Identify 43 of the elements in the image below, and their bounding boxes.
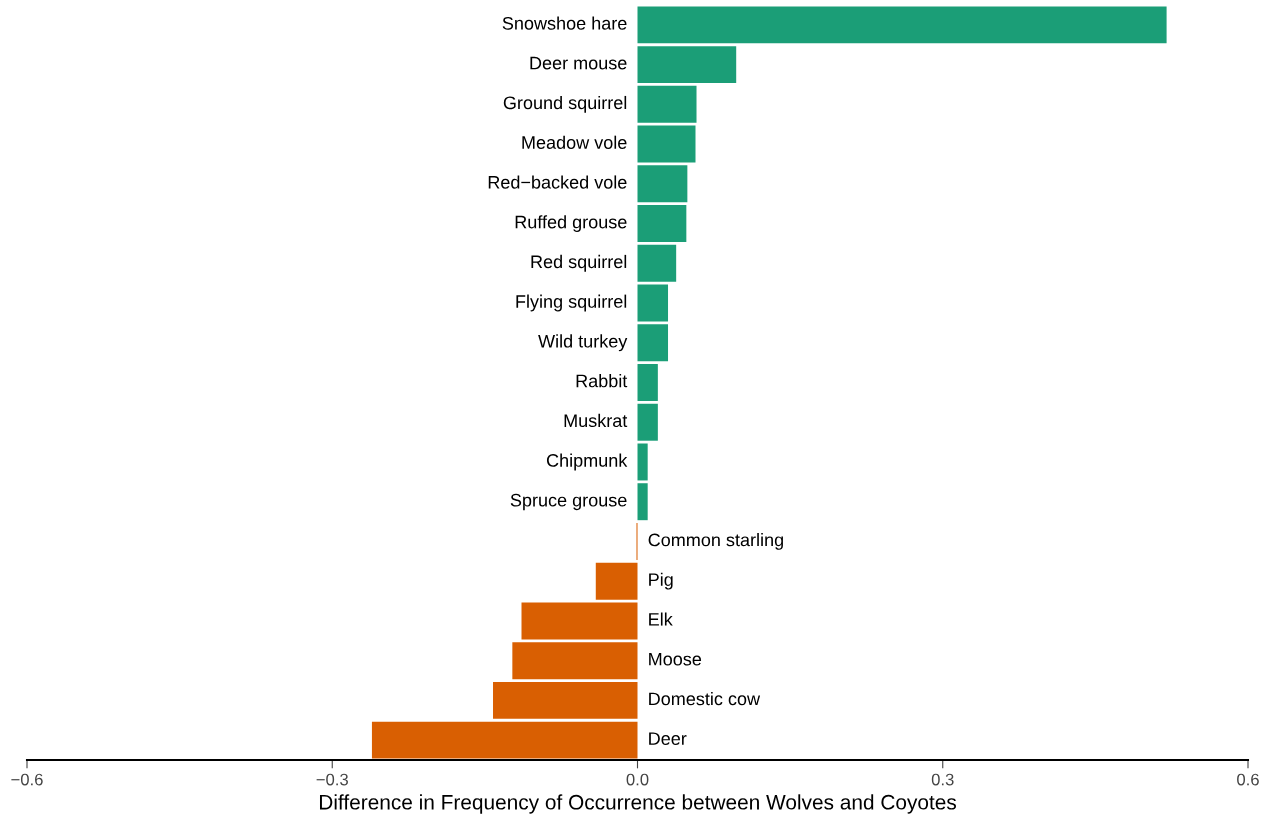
- y-tick-label: Flying squirrel: [516, 294, 627, 312]
- bar: [637, 324, 669, 362]
- x-tick-label: 0.0: [626, 773, 649, 786]
- bar: [637, 244, 677, 282]
- y-tick-label: Red squirrel: [531, 254, 627, 272]
- x-tick-label: 0.6: [1237, 773, 1259, 786]
- bar: [637, 483, 648, 521]
- x-tick-label: 0.3: [931, 773, 954, 786]
- bar: [512, 642, 638, 680]
- x-tick-label: −0.6: [11, 773, 43, 786]
- bar: [637, 284, 669, 322]
- bar: [637, 165, 688, 203]
- bar: [521, 602, 638, 640]
- y-tick-label: Pig: [649, 572, 673, 590]
- y-tick-label: Elk: [649, 612, 673, 626]
- y-tick-label: Wild turkey: [538, 334, 628, 352]
- bar: [637, 205, 687, 243]
- y-tick-label: Common starling: [648, 533, 783, 550]
- y-tick-label: Deer: [649, 732, 687, 745]
- bar: [637, 6, 1167, 44]
- y-tick-label: Deer mouse: [530, 56, 627, 70]
- bar: [637, 46, 737, 84]
- y-tick-label: Domestic cow: [649, 691, 761, 706]
- y-tick-label: Rabbit: [576, 374, 628, 388]
- y-tick-label: Ground squirrel: [503, 95, 627, 113]
- bar: [637, 364, 658, 401]
- y-tick-label: Snowshoe hare: [502, 16, 627, 30]
- y-tick-label: Chipmunk: [546, 453, 628, 471]
- y-tick-label: Meadow vole: [522, 135, 627, 149]
- bar: [595, 562, 638, 600]
- y-tick-label: Red−backed vole: [488, 175, 627, 189]
- y-tick-label: Ruffed grouse: [515, 215, 627, 232]
- y-tick-label: Muskrat: [564, 413, 628, 428]
- x-axis-title: Difference in Frequency of Occurrence between Wolves and Coyotes: [319, 794, 956, 814]
- bar: [637, 443, 648, 481]
- bar: [637, 125, 696, 163]
- bar: [637, 85, 697, 123]
- bar: [493, 681, 638, 719]
- y-tick-label: Moose: [649, 652, 702, 666]
- bar: [371, 721, 638, 759]
- bar: [637, 403, 658, 441]
- x-tick-label: −0.3: [316, 773, 348, 786]
- y-tick-label: Spruce grouse: [510, 493, 627, 511]
